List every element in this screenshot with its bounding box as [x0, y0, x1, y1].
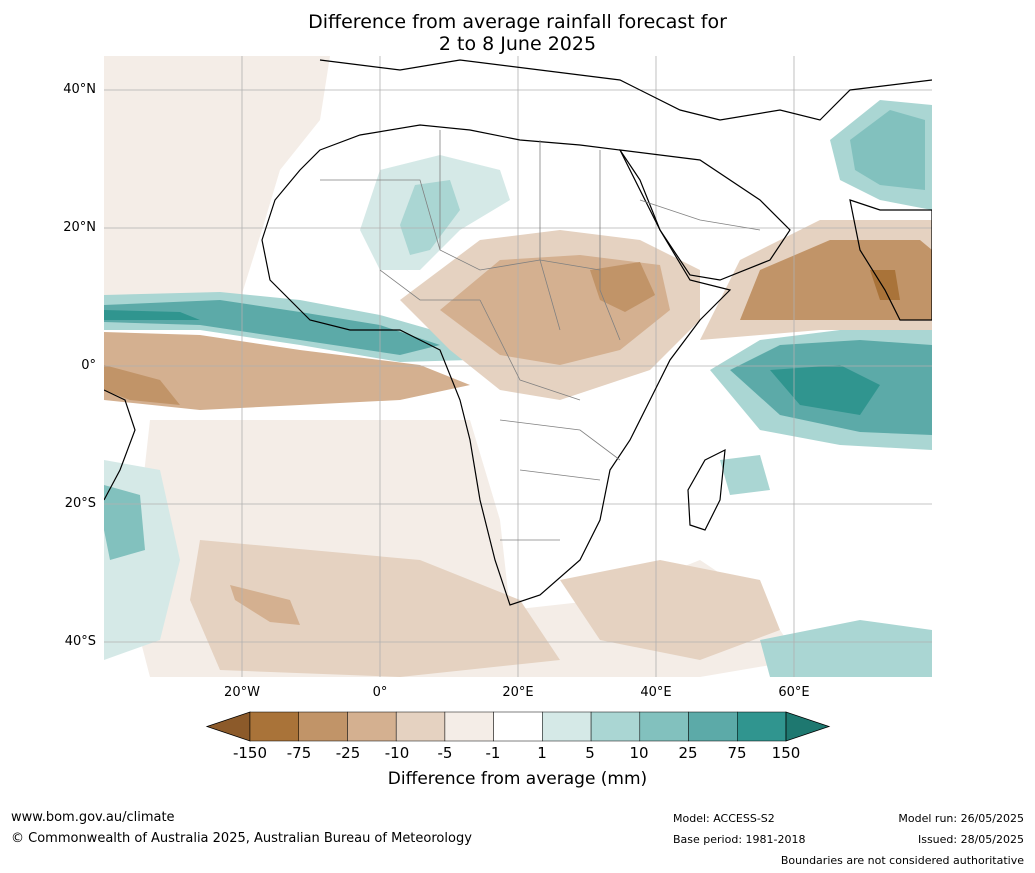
footer-disclaimer: Boundaries are not considered authoritat… [780, 854, 1024, 867]
colorbar-tick: 5 [585, 744, 595, 762]
colorbar-label: Difference from average (mm) [387, 769, 648, 789]
colorbar-tick: 1 [537, 744, 547, 762]
colorbar-tick: 75 [727, 744, 747, 762]
colorbar-tick: -10 [384, 744, 410, 762]
colorbar-tick: -5 [437, 744, 453, 762]
dry-shade-south-atlantic-mid [190, 540, 560, 677]
africa-coastline [261, 124, 732, 606]
lon-label-0: 0° [372, 685, 388, 700]
colorbar-tick: 150 [771, 744, 801, 762]
lat-label-20n: 20°N [63, 220, 96, 235]
footer-model-run: Model run: 26/05/2025 [898, 812, 1024, 825]
colorbar-swatch [444, 711, 494, 742]
wet-band-equatorial-atlantic-mid [104, 300, 440, 355]
colorbar-swatch [688, 711, 738, 742]
wet-sahara-mid [400, 180, 460, 255]
colorbar-arrow-high [785, 711, 831, 742]
lon-label-20e: 20°E [502, 685, 534, 700]
dry-band-atlantic-south-equator [104, 332, 470, 410]
colorbar-swatch [347, 711, 397, 742]
colorbar-tick: -1 [485, 744, 501, 762]
colorbar-arrow-low [205, 711, 251, 742]
lon-label-20w: 20°W [224, 685, 260, 700]
colorbar-tick: 10 [629, 744, 649, 762]
colorbar-tick: -75 [286, 744, 312, 762]
colorbar-tick: -25 [335, 744, 361, 762]
dry-band-atlantic-core [104, 365, 180, 405]
colorbar-swatch [590, 711, 641, 742]
coastlines [104, 59, 932, 606]
arabia-coastline [618, 149, 791, 281]
south-america-coastline [104, 389, 136, 501]
colorbar-swatch [298, 711, 348, 742]
madagascar-coastline [687, 448, 726, 531]
lat-label-40n: 40°N [63, 82, 96, 97]
wet-south-indian-ocean [760, 620, 932, 677]
colorbar-tick: 25 [678, 744, 698, 762]
colorbar-swatch [639, 711, 689, 742]
lat-label-0: 0° [81, 358, 96, 373]
footer-url[interactable]: www.bom.gov.au/climate [11, 810, 175, 825]
wet-band-equatorial-atlantic-core [104, 310, 200, 320]
colorbar-tick: -150 [232, 744, 268, 762]
wet-southwest-atlantic-core [104, 485, 145, 560]
colorbar-swatch [493, 711, 543, 742]
europe-coastline [319, 59, 932, 121]
dry-shade-south-atlantic-core [230, 585, 300, 625]
map-title-line2: 2 to 8 June 2025 [438, 33, 597, 55]
colorbar-swatch [542, 711, 592, 742]
footer-issued: Issued: 28/05/2025 [917, 833, 1024, 846]
footer-copyright: © Commonwealth of Australia 2025, Austra… [11, 831, 472, 846]
wet-indian-ocean-core [770, 365, 880, 415]
india-coastline [849, 199, 932, 321]
wet-tibet-core [850, 110, 925, 190]
graticule [104, 56, 932, 677]
colorbar-swatch [395, 711, 446, 742]
colorbar-swatch [737, 711, 787, 742]
footer-base-period: Base period: 1981-2018 [673, 833, 806, 846]
lon-label-40e: 40°E [640, 685, 672, 700]
lat-label-20s: 20°S [64, 496, 96, 511]
rainfall-anomaly-map [104, 56, 932, 677]
lat-label-40s: 40°S [64, 634, 96, 649]
colorbar-swatch [249, 711, 299, 742]
map-title-line1: Difference from average rainfall forecas… [308, 11, 727, 33]
country-borders [320, 130, 761, 541]
wet-madagascar-east [720, 455, 770, 495]
lon-label-60e: 60°E [778, 685, 810, 700]
dry-shade-southern-africa-east [560, 560, 780, 660]
dry-shade-north-atlantic [104, 56, 330, 300]
dry-central-africa-core [590, 262, 655, 312]
footer-model: Model: ACCESS-S2 [673, 812, 775, 825]
